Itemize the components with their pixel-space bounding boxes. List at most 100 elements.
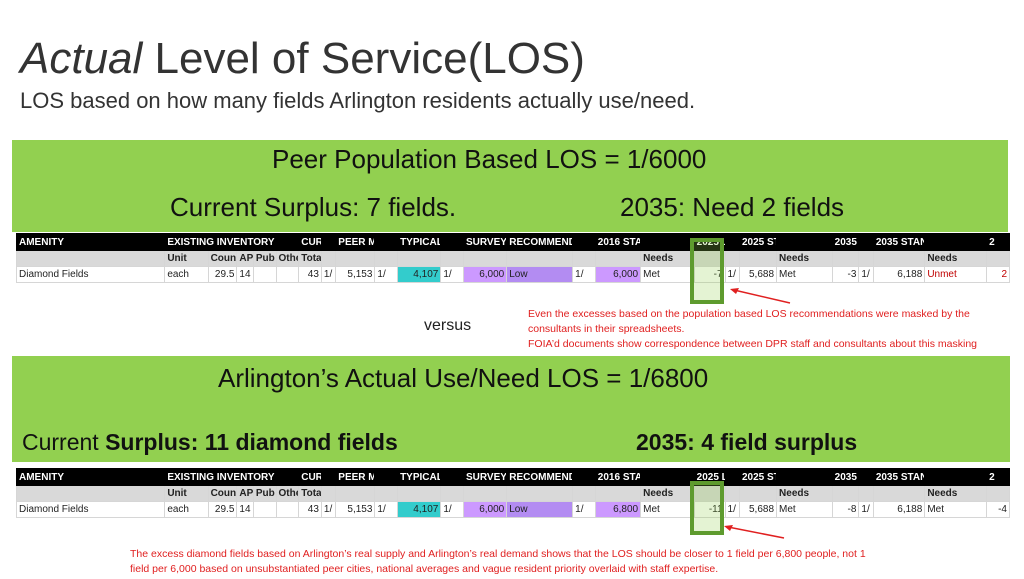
excess-note-line: The excess diamond fields based on Arlin… — [130, 548, 866, 560]
header-cell: EXISTING INVENTORY — [164, 233, 300, 251]
table-row: Diamond Fields each 29.5 14 43 1/5,153 1/4,107… — [15, 501, 1010, 518]
subheader-cell — [335, 485, 376, 502]
table-cell: Low — [506, 501, 574, 518]
table-cell — [252, 266, 277, 283]
table-cell: 14 — [236, 501, 254, 518]
table-cell — [275, 501, 300, 518]
subheader-cell: Othe — [275, 250, 300, 267]
subheader-cell — [858, 485, 874, 502]
subheader-cell — [374, 485, 399, 502]
table-row: Diamond Fields each 29.5 14 43 1/5,153 1/4,107… — [15, 266, 1010, 283]
subheader-cell — [320, 485, 337, 502]
highlight-box-actual — [690, 481, 724, 535]
excess-note-line: field per 6,000 based on unsubstantiated… — [130, 563, 719, 575]
current-surplus-11: Current Surplus: 11 diamond fields — [22, 429, 398, 456]
header-cell — [640, 233, 695, 251]
table-cell: 1/ — [724, 266, 740, 283]
table-cell: 5,153 — [335, 266, 376, 283]
table-cell: Met — [776, 501, 833, 518]
header-cell: RECOMMENDED — [506, 233, 574, 251]
subheader-cell: Needs — [640, 485, 695, 502]
subheader-cell: Count — [207, 250, 238, 267]
table-cell: -7 — [693, 266, 726, 283]
highlight-box-peer — [690, 238, 724, 304]
subheader-cell — [374, 250, 399, 267]
header-cell — [776, 233, 833, 251]
subheader-cell — [462, 485, 508, 502]
table-cell: each — [164, 266, 209, 283]
table-cell: 6,188 — [872, 501, 926, 518]
header-cell: SURVEY PRIORIT — [462, 233, 508, 251]
subheader-cell — [858, 250, 874, 267]
header-cell — [924, 233, 988, 251]
table-cell: 5,688 — [738, 266, 778, 283]
subheader-cell — [594, 485, 642, 502]
title-rest: Level of Service(LOS) — [142, 34, 585, 83]
peer-los-band — [12, 140, 1008, 232]
table-cell: 1/ — [858, 501, 874, 518]
header-cell: 2025 STANDARDS — [738, 468, 778, 486]
table-cell: 29.5 — [207, 266, 238, 283]
header-cell: 2016 STANDARDS — [594, 233, 642, 251]
peer-los-line: Peer Population Based LOS = 1/6000 — [272, 144, 707, 174]
subheader-cell — [506, 485, 574, 502]
table-cell: Met — [776, 266, 833, 283]
table-cell: 6,800 — [594, 501, 642, 518]
table-cell: 6,188 — [872, 266, 926, 283]
masking-note-line: Even the excesses based on the populatio… — [528, 308, 970, 320]
table-cell: 6,000 — [462, 266, 508, 283]
header-cell — [440, 468, 464, 486]
subheader-cell: Total — [298, 250, 322, 267]
subheader-cell: Unit — [164, 485, 209, 502]
header-cell: SURVEY PRIORIT — [462, 468, 508, 486]
table-cell: 29.5 — [207, 501, 238, 518]
subheader-cell — [572, 250, 596, 267]
header-cell — [572, 233, 596, 251]
header-cell: PEER MEDIAN — [335, 468, 376, 486]
subheader-cell: Needs — [924, 250, 988, 267]
subheader-cell — [397, 250, 442, 267]
subheader-cell — [986, 485, 1010, 502]
subheader-cell — [506, 250, 574, 267]
header-cell — [440, 233, 464, 251]
table-cell: 1/ — [374, 501, 399, 518]
header-cell: EXISTING INVENTORY — [164, 468, 300, 486]
header-cell — [858, 468, 874, 486]
header-cell — [572, 468, 596, 486]
table-cell: 5,153 — [335, 501, 376, 518]
table-cell: 4,107 — [397, 266, 442, 283]
actual-los-line: Arlington’s Actual Use/Need LOS = 1/6800 — [218, 363, 709, 393]
header-cell: CURRENT LOS — [298, 233, 322, 251]
table-cell: 1/ — [572, 501, 596, 518]
subheader-cell: Unit — [164, 250, 209, 267]
header-cell — [776, 468, 833, 486]
page-title: Actual Level of Service(LOS) — [20, 34, 585, 84]
table-cell: 1/ — [572, 266, 596, 283]
header-cell — [924, 468, 988, 486]
subheader-cell — [440, 485, 464, 502]
table-cell: 14 — [236, 266, 254, 283]
excess-note: The excess diamond fields based on Arlin… — [130, 547, 866, 577]
header-cell: 2035 STANDARDS — [872, 468, 926, 486]
subheader-cell — [335, 250, 376, 267]
subheader-cell — [320, 250, 337, 267]
subheader-cell — [440, 250, 464, 267]
subheader-cell — [462, 250, 508, 267]
header-cell — [724, 468, 740, 486]
table-subheader-row: UnitCountAPSPubOtheTotal Needs Needs Needs — [15, 485, 1010, 502]
masking-note-line: consultants in their spreadsheets. — [528, 323, 685, 335]
header-cell — [724, 233, 740, 251]
table-cell — [252, 501, 277, 518]
surplus-prefix: Current — [22, 429, 106, 455]
header-cell: CURRENT LOS — [298, 468, 322, 486]
header-cell: RECOMMENDED — [506, 468, 574, 486]
subheader-cell: Total — [298, 485, 322, 502]
subheader-cell — [738, 250, 778, 267]
table-cell: Met — [640, 501, 695, 518]
subheader-cell — [397, 485, 442, 502]
table-cell: -4 — [986, 501, 1010, 518]
arrow-icon — [724, 525, 785, 539]
table-cell: 1/ — [320, 266, 337, 283]
